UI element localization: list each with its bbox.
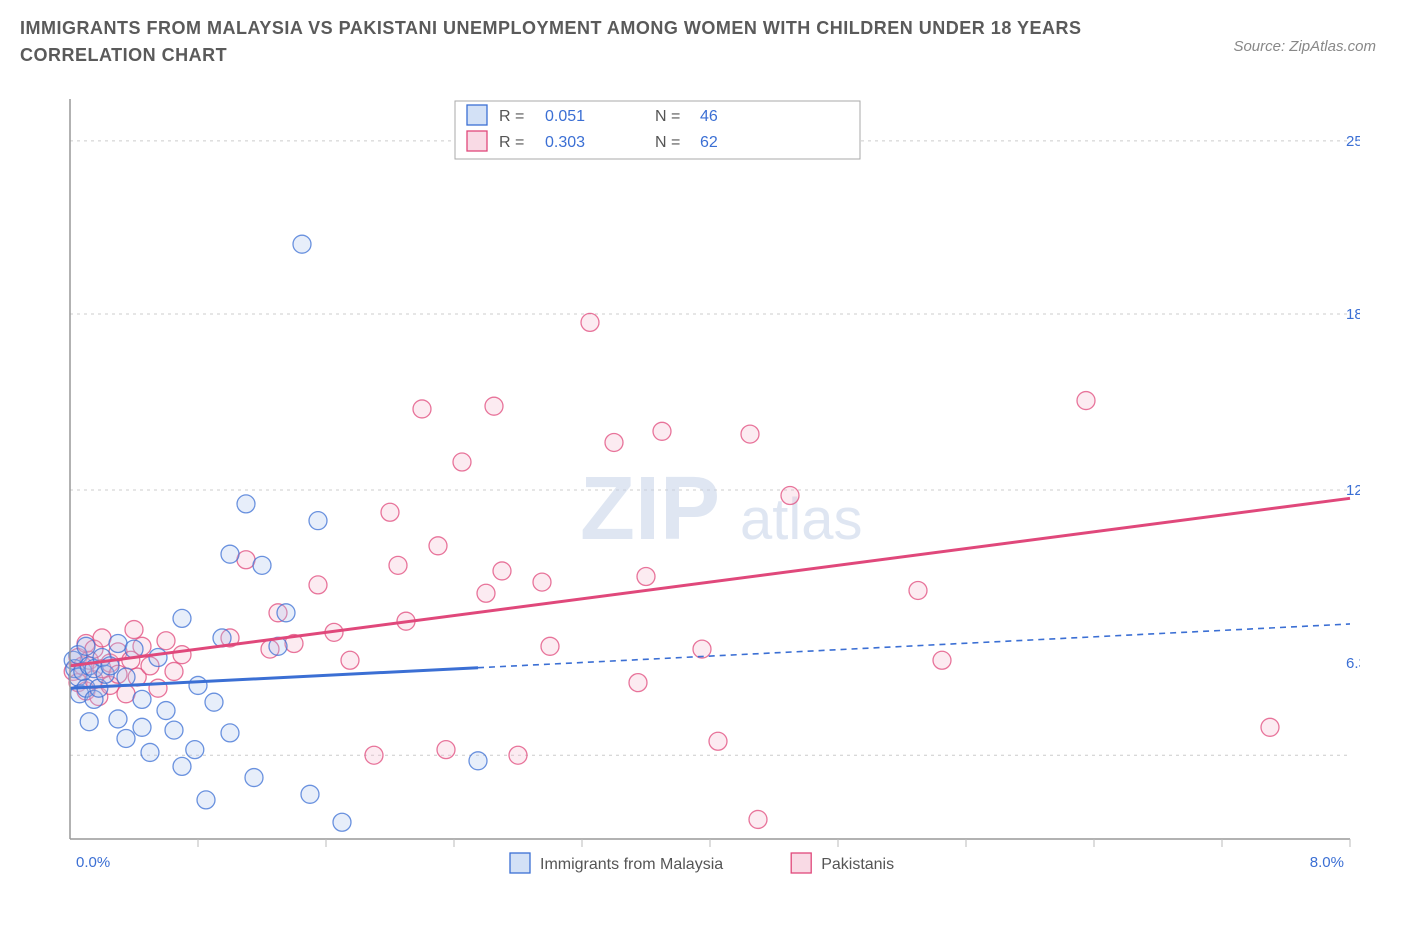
svg-text:Pakistanis: Pakistanis [821, 856, 894, 873]
chart-container: Unemployment Among Women with Children U… [20, 79, 1386, 914]
svg-text:0.303: 0.303 [545, 134, 585, 151]
svg-text:12.5%: 12.5% [1346, 482, 1360, 499]
svg-text:R =: R = [499, 134, 524, 151]
svg-text:R =: R = [499, 108, 524, 125]
source-label: Source: ZipAtlas.com [1233, 38, 1376, 55]
svg-text:atlas: atlas [740, 487, 863, 552]
svg-text:62: 62 [700, 134, 718, 151]
svg-text:46: 46 [700, 108, 718, 125]
svg-text:Immigrants from Malaysia: Immigrants from Malaysia [540, 856, 723, 873]
svg-text:N =: N = [655, 108, 680, 125]
chart-title: IMMIGRANTS FROM MALAYSIA VS PAKISTANI UN… [20, 15, 1140, 69]
svg-text:25.0%: 25.0% [1346, 133, 1360, 150]
svg-text:N =: N = [655, 134, 680, 151]
svg-text:6.3%: 6.3% [1346, 655, 1360, 672]
svg-text:0.0%: 0.0% [76, 854, 110, 871]
svg-text:0.051: 0.051 [545, 108, 585, 125]
svg-text:8.0%: 8.0% [1310, 854, 1344, 871]
svg-text:18.8%: 18.8% [1346, 306, 1360, 323]
correlation-scatter-chart: ZIP atlas 0.0% 8.0% 6.3% 12.5% 18.8% 25.0% R = 0.… [20, 79, 1360, 914]
svg-text:ZIP: ZIP [580, 459, 720, 559]
